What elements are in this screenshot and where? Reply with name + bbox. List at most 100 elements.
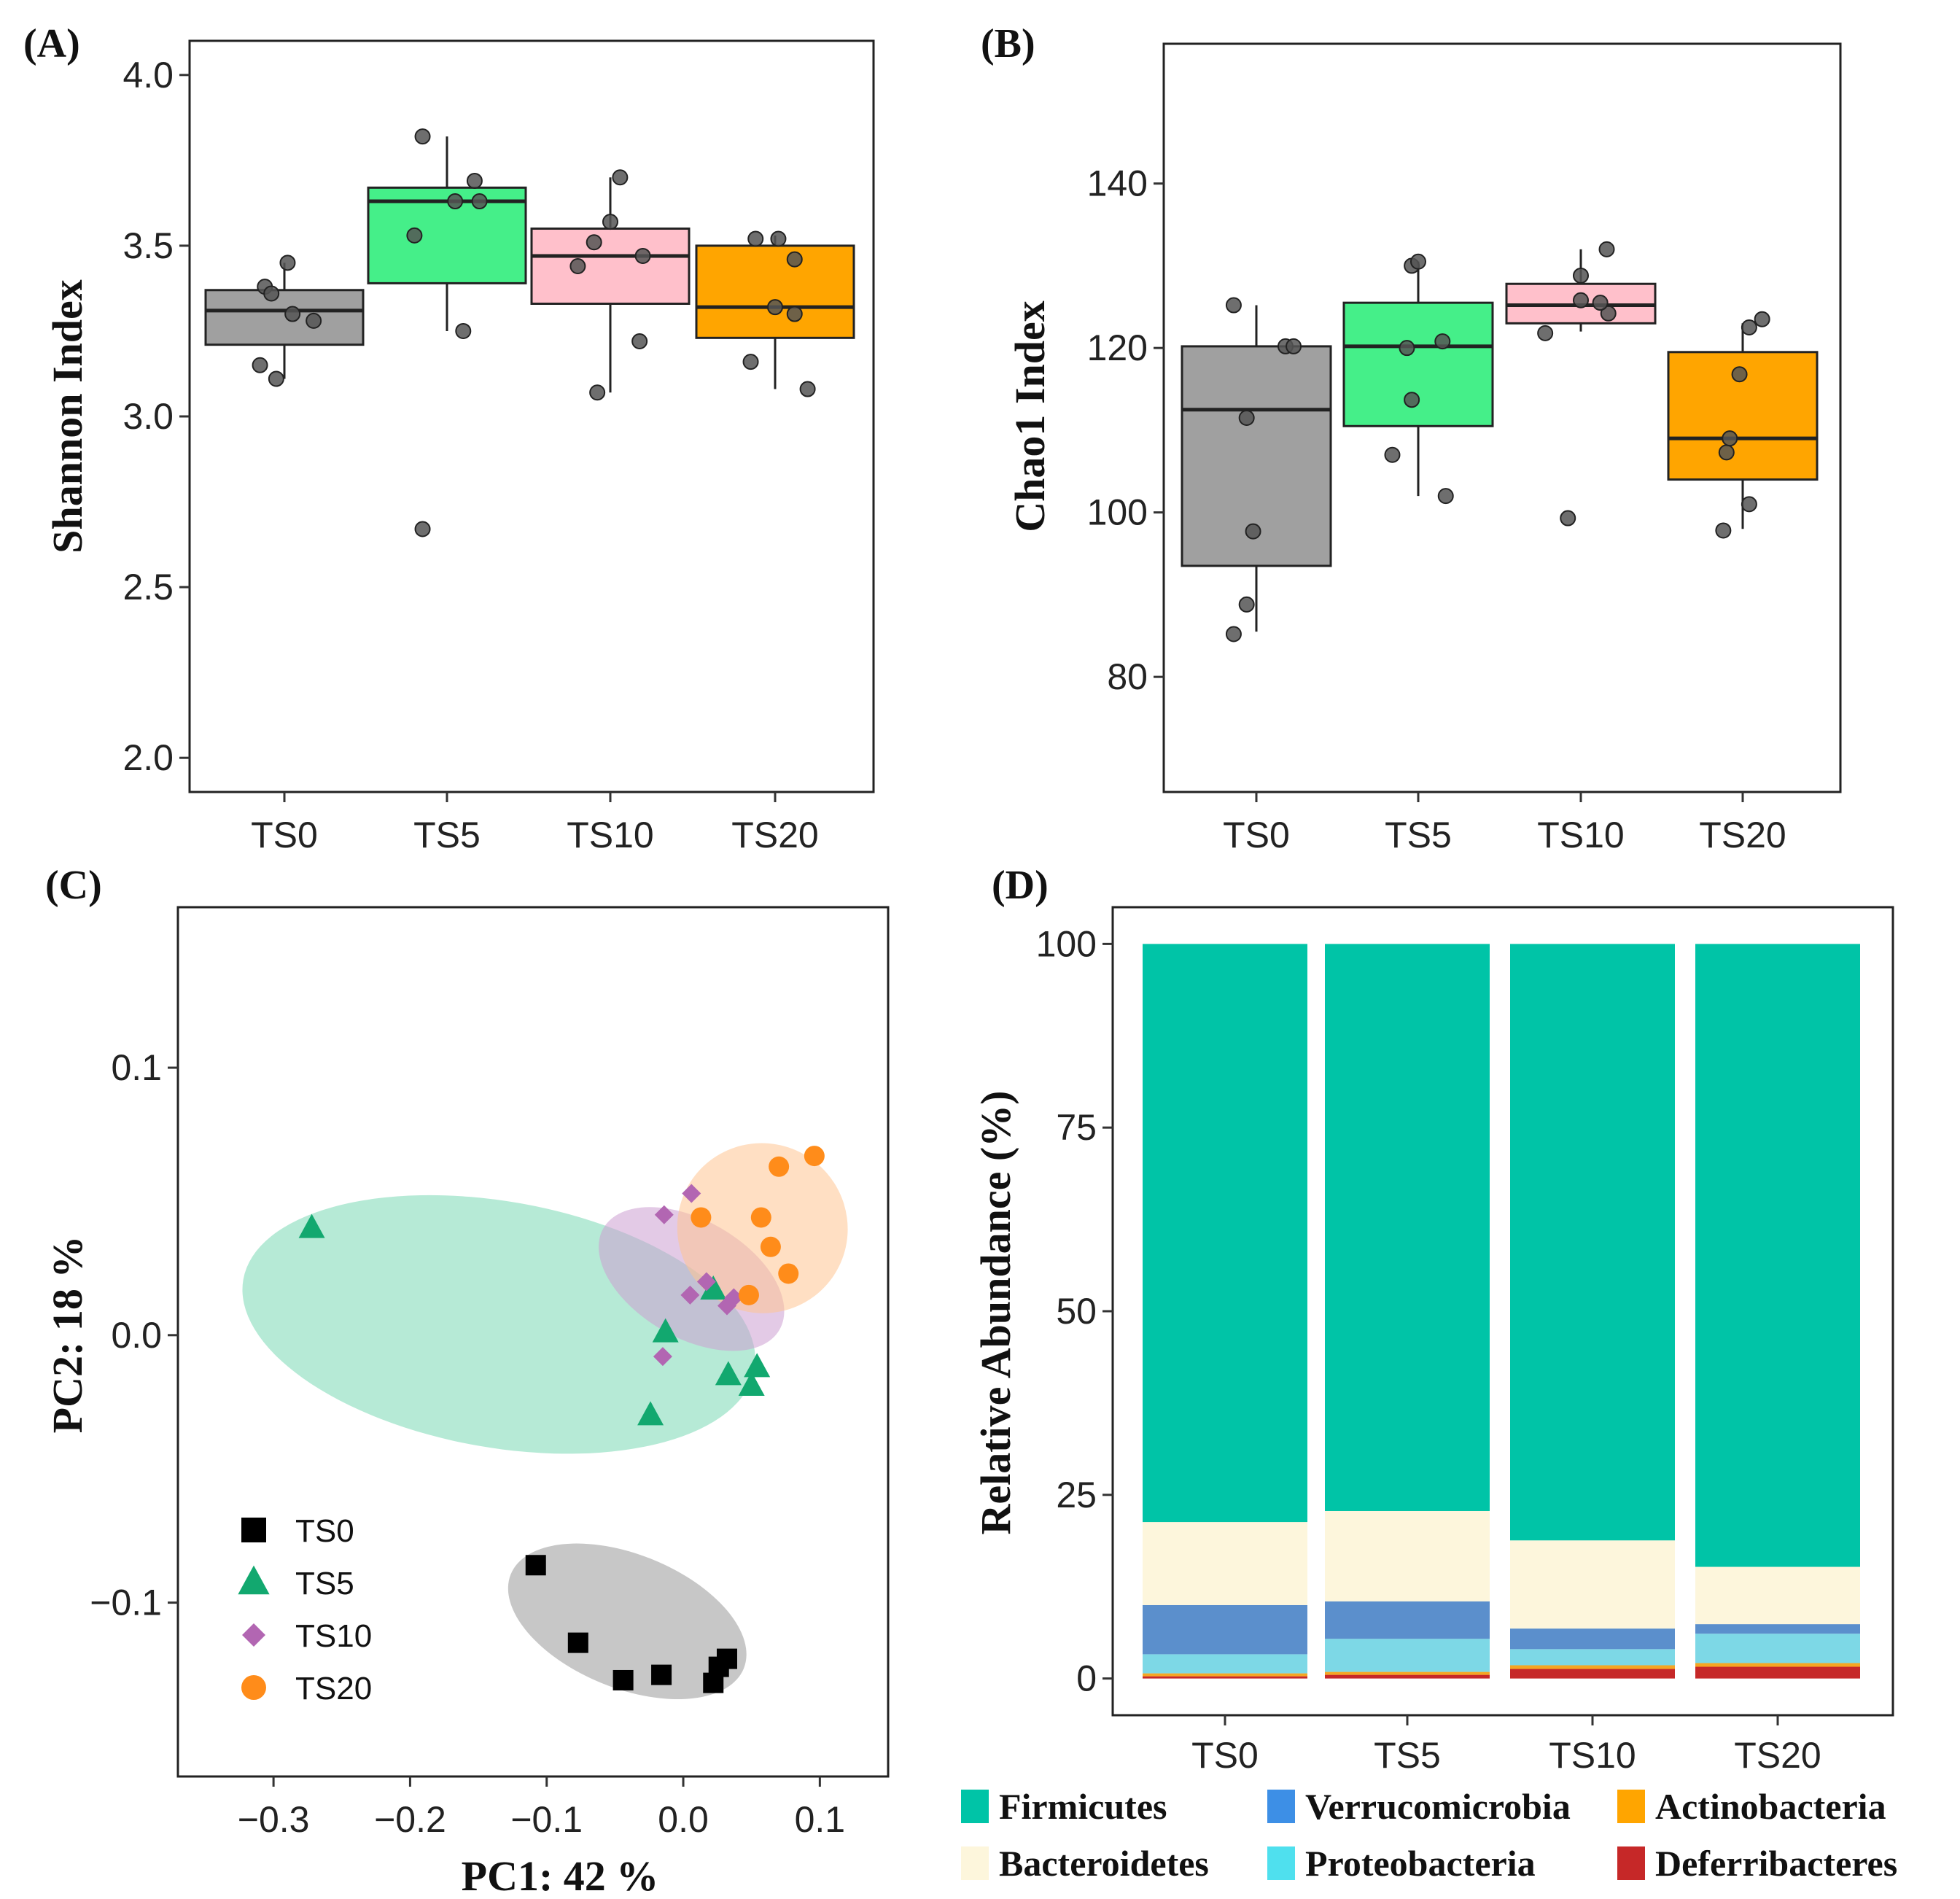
y-axis-title: Relative Abundance (%) bbox=[972, 1091, 1019, 1535]
legend-swatch-firmicutes bbox=[961, 1790, 989, 1823]
data-point bbox=[799, 381, 816, 397]
point-ts0 bbox=[716, 1648, 737, 1669]
x-tick-label: TS5 bbox=[1385, 815, 1452, 855]
ellipse-ts0 bbox=[508, 1543, 747, 1700]
data-point bbox=[1286, 338, 1302, 354]
bar-segment-actinobacteria bbox=[1325, 1671, 1490, 1675]
data-point bbox=[1573, 267, 1589, 284]
point-ts5 bbox=[700, 1275, 727, 1300]
point-ts20 bbox=[769, 1156, 790, 1177]
y-axis-title: Chao1 Index bbox=[1006, 300, 1054, 532]
legend-label: TS0 bbox=[295, 1513, 354, 1549]
legend-swatch-proteobacteria bbox=[1267, 1846, 1295, 1880]
bar-segment-deferribacteres bbox=[1695, 1666, 1860, 1679]
shannon-boxplot: Shannon Index 2.0 2.5 3.0 3.5 4.0 TS0 TS5 TS10 T… bbox=[44, 39, 875, 855]
data-point bbox=[1399, 340, 1415, 357]
bar-segment-actinobacteria bbox=[1695, 1663, 1860, 1667]
bar-segment-actinobacteria bbox=[1510, 1665, 1675, 1669]
point-ts20 bbox=[738, 1284, 759, 1305]
data-point bbox=[1598, 241, 1615, 257]
x-tick-label: 0.0 bbox=[658, 1799, 709, 1840]
bar-segment-proteobacteria bbox=[1325, 1639, 1490, 1672]
data-point bbox=[1560, 510, 1576, 527]
point-ts0 bbox=[525, 1555, 546, 1576]
x-tick-label: TS20 bbox=[731, 815, 819, 855]
data-point bbox=[466, 172, 483, 189]
data-point bbox=[589, 384, 606, 401]
x-tick-label: TS0 bbox=[1223, 815, 1290, 855]
data-point bbox=[414, 521, 431, 537]
y-tick-label: 80 bbox=[1107, 656, 1148, 697]
box-ts20 bbox=[695, 244, 855, 339]
legend-swatch-actinobacteria bbox=[1617, 1790, 1645, 1823]
pca-scatter: PC2: 18 % PC1: 42 % −0.3 −0.2 −0.1 0.0 0.1 −0… bbox=[44, 906, 890, 1899]
x-tick-label: −0.2 bbox=[374, 1799, 446, 1840]
x-tick-label: TS0 bbox=[1191, 1735, 1259, 1776]
panel-label-c: (C) bbox=[45, 863, 102, 908]
bar-segment-proteobacteria bbox=[1510, 1649, 1675, 1666]
legend-label: Verrucomicrobia bbox=[1305, 1786, 1571, 1827]
phylum-legend: Firmicutes Verrucomicrobia Actinobacteria B… bbox=[961, 1786, 1897, 1884]
data-point bbox=[406, 227, 423, 244]
data-point bbox=[767, 299, 783, 316]
point-ts20 bbox=[778, 1263, 799, 1284]
bar-segment-proteobacteria bbox=[1695, 1634, 1860, 1663]
box-ts5 bbox=[1342, 301, 1494, 427]
data-point bbox=[284, 306, 301, 322]
data-point bbox=[586, 234, 602, 251]
data-point bbox=[1434, 333, 1451, 350]
bar-segment-firmicutes bbox=[1325, 944, 1490, 1511]
data-point bbox=[1238, 410, 1255, 426]
legend-label: Firmicutes bbox=[999, 1786, 1167, 1827]
legend-marker-ts0 bbox=[241, 1518, 266, 1542]
legend-label: TS20 bbox=[295, 1671, 372, 1706]
data-point bbox=[786, 251, 803, 268]
data-point bbox=[447, 193, 464, 210]
point-ts10 bbox=[724, 1288, 744, 1308]
point-ts5 bbox=[738, 1372, 765, 1397]
y-tick-label: −0.1 bbox=[90, 1582, 162, 1623]
y-tick-label: 100 bbox=[1087, 492, 1148, 533]
point-ts0 bbox=[567, 1632, 588, 1653]
point-ts5 bbox=[652, 1318, 679, 1343]
x-tick-label: TS5 bbox=[413, 815, 481, 855]
y-tick-label: 2.0 bbox=[122, 737, 174, 778]
legend-label: TS5 bbox=[295, 1566, 354, 1601]
data-point bbox=[455, 322, 472, 339]
panel-label-a: (A) bbox=[23, 21, 80, 66]
plot-frame bbox=[1162, 42, 1842, 793]
bar-segment-bacteroidetes bbox=[1695, 1566, 1860, 1625]
bar-segment-proteobacteria bbox=[1143, 1654, 1307, 1674]
bar-segment-verrucomicrobia bbox=[1510, 1628, 1675, 1650]
legend-label: TS10 bbox=[295, 1618, 372, 1654]
y-tick-label: 3.0 bbox=[122, 396, 174, 437]
data-point bbox=[279, 255, 296, 271]
plot-frame bbox=[188, 39, 875, 793]
x-tick-label: TS10 bbox=[567, 815, 654, 855]
y-tick-label: 4.0 bbox=[122, 55, 174, 96]
y-tick-label: 25 bbox=[1056, 1475, 1097, 1515]
y-tick-label: 100 bbox=[1036, 923, 1097, 964]
data-point bbox=[1718, 444, 1735, 461]
point-ts20 bbox=[750, 1207, 771, 1228]
data-point bbox=[1741, 319, 1757, 335]
plot-frame bbox=[176, 906, 890, 1778]
y-tick-label: 75 bbox=[1056, 1107, 1097, 1148]
legend-swatch-bacteroidetes bbox=[961, 1846, 989, 1880]
bar-segment-verrucomicrobia bbox=[1325, 1601, 1490, 1639]
y-axis-title: PC2: 18 % bbox=[44, 1236, 91, 1434]
y-tick-label: 140 bbox=[1087, 163, 1148, 204]
data-point bbox=[1238, 596, 1255, 613]
bar-segment-deferribacteres bbox=[1510, 1669, 1675, 1679]
data-point bbox=[770, 230, 787, 247]
bar-segment-verrucomicrobia bbox=[1143, 1604, 1307, 1655]
bar-segment-bacteroidetes bbox=[1143, 1522, 1307, 1605]
point-ts5 bbox=[637, 1401, 664, 1426]
data-point bbox=[1722, 430, 1738, 447]
legend-marker-ts10 bbox=[242, 1623, 265, 1647]
legend-label: Proteobacteria bbox=[1305, 1843, 1536, 1884]
x-tick-label: TS20 bbox=[1734, 1735, 1821, 1776]
y-tick-label: 2.5 bbox=[122, 567, 174, 607]
bar-segment-firmicutes bbox=[1143, 944, 1307, 1523]
